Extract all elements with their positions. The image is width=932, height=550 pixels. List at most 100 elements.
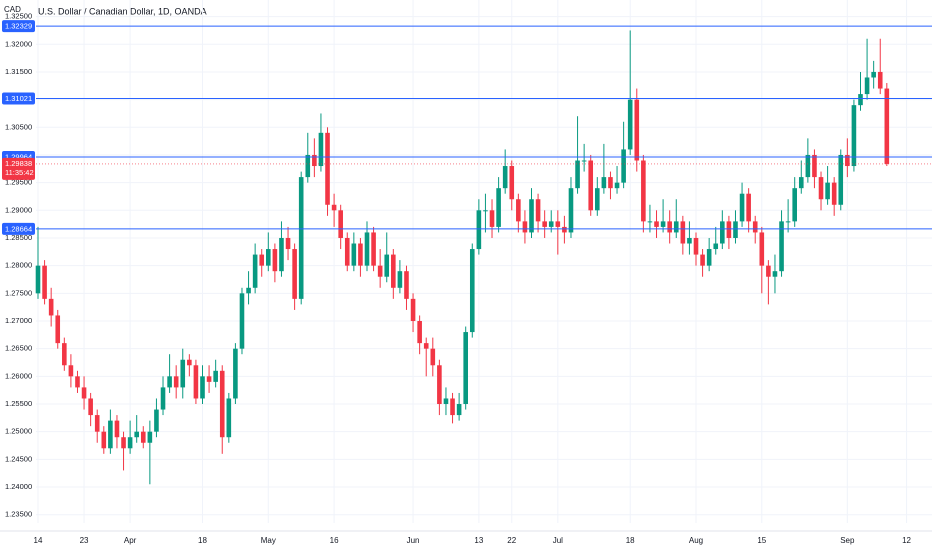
candle-body [509, 166, 515, 200]
candle-body [48, 298, 54, 316]
candle-body [325, 132, 330, 205]
candle-body [673, 221, 679, 233]
candle-body [430, 348, 436, 366]
candle-body [410, 298, 416, 321]
price-label: 1.32329 [5, 22, 32, 31]
candle-body [259, 254, 265, 266]
candle-body [759, 232, 765, 266]
candle-body [746, 193, 751, 222]
y-tick-label: 1.23500 [5, 510, 32, 519]
candle-body [831, 182, 837, 205]
candle-body [94, 415, 100, 432]
candle-body [660, 221, 666, 227]
candle-body [167, 376, 172, 388]
candle-body [279, 237, 284, 272]
candle-body [752, 221, 758, 233]
y-tick-label: 1.24000 [5, 482, 32, 491]
candle-body [555, 221, 561, 227]
candle-body [838, 154, 844, 205]
candle-body [647, 221, 653, 223]
candle-body [285, 237, 291, 250]
y-tick-label: 1.27000 [5, 316, 32, 325]
candle-body [377, 265, 383, 277]
candle-body [75, 376, 80, 388]
candle-body [858, 94, 863, 106]
candle-body [608, 177, 613, 189]
candle-body [371, 232, 376, 266]
candle-body [522, 221, 528, 233]
y-tick-label: 1.28500 [5, 233, 32, 242]
candle-body [219, 370, 225, 438]
candle-body [739, 193, 745, 222]
x-tick-label: 13 [474, 536, 483, 545]
candle-body [614, 182, 620, 189]
candle-body [443, 398, 449, 405]
candle-body [88, 398, 93, 416]
candle-body [713, 243, 719, 250]
candle-body [187, 359, 192, 366]
price-label: 1.28664 [5, 224, 32, 233]
candle-body [463, 332, 468, 405]
candle-body [667, 221, 672, 233]
candle-body [877, 71, 883, 89]
candle-body [108, 420, 113, 449]
candle-body [595, 188, 600, 211]
y-tick-label: 1.25000 [5, 427, 32, 436]
candle-body [825, 182, 830, 200]
candle-body [785, 221, 791, 223]
x-tick-label: 18 [198, 536, 207, 545]
candle-body [358, 243, 363, 266]
x-tick-label: 22 [507, 536, 516, 545]
candle-body [246, 287, 251, 294]
candle-body [180, 359, 186, 388]
candle-body [548, 221, 554, 227]
candle-body [121, 437, 126, 449]
candle-body [226, 398, 232, 438]
candle-body [588, 160, 594, 211]
candle-body [173, 376, 179, 388]
y-tick-label: 1.24500 [5, 454, 32, 463]
price-label: 1.29964 [5, 152, 32, 161]
candle-body [535, 199, 541, 222]
candle-body [391, 254, 396, 288]
candle-body [397, 271, 403, 288]
candle-body [134, 431, 139, 438]
candle-body [292, 249, 297, 299]
y-tick-label: 1.25500 [5, 399, 32, 408]
candle-body [529, 199, 534, 233]
x-tick-label: Aug [689, 536, 703, 545]
candle-body [114, 420, 120, 438]
currency-label: CAD [4, 5, 21, 14]
y-tick-label: 1.30500 [5, 122, 32, 131]
candle-body [627, 99, 633, 150]
candle-body [575, 160, 580, 189]
candle-body [654, 221, 659, 227]
candle-body [312, 154, 317, 167]
candle-body [344, 237, 350, 266]
x-tick-label: Jun [407, 536, 420, 545]
candle-body [489, 210, 495, 227]
y-tick-label: 1.27500 [5, 288, 32, 297]
candle-body [351, 243, 357, 266]
candle-body [621, 149, 626, 183]
price-label: 1.31021 [5, 94, 32, 103]
x-tick-label: 23 [80, 536, 89, 545]
x-tick-label: 16 [330, 536, 339, 545]
candle-body [200, 376, 205, 399]
candle-body [239, 293, 245, 349]
x-tick-label: 15 [757, 536, 766, 545]
candle-body [502, 166, 508, 189]
candle-body [469, 249, 475, 333]
candle-body [851, 105, 857, 167]
candle-body [700, 254, 705, 266]
candle-body [483, 210, 488, 212]
price-label-box [2, 222, 35, 235]
y-tick-label: 1.26500 [5, 344, 32, 353]
candle-body [318, 132, 324, 167]
y-tick-label: 1.32500 [5, 12, 32, 21]
candle-body [55, 315, 61, 344]
last-price-label: 1.29838 [5, 159, 32, 168]
candle-body [127, 437, 133, 449]
